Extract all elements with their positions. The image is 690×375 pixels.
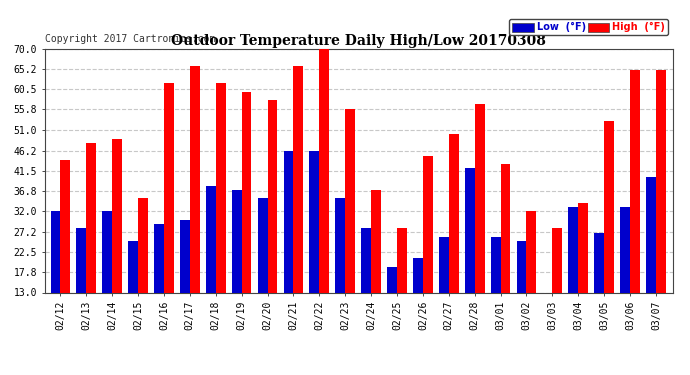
Bar (423, 156, 433, 292)
Bar (319, 49, 329, 292)
Bar (413, 258, 423, 292)
Legend: Low  (°F), High  (°F): Low (°F), High (°F) (509, 20, 668, 35)
Bar (604, 122, 614, 292)
Bar (397, 228, 407, 292)
Bar (138, 198, 148, 292)
Bar (475, 104, 484, 292)
Bar (112, 138, 122, 292)
Bar (620, 207, 630, 292)
Bar (335, 198, 345, 292)
Bar (268, 100, 277, 292)
Bar (491, 237, 500, 292)
Bar (61, 160, 70, 292)
Bar (594, 232, 604, 292)
Bar (257, 198, 268, 292)
Bar (293, 66, 304, 292)
Bar (50, 211, 61, 292)
Text: Copyright 2017 Cartronics.com: Copyright 2017 Cartronics.com (45, 34, 215, 44)
Bar (206, 186, 216, 292)
Bar (164, 83, 174, 292)
Bar (553, 228, 562, 292)
Bar (128, 241, 138, 292)
Bar (180, 220, 190, 292)
Bar (526, 211, 536, 292)
Bar (216, 83, 226, 292)
Bar (86, 143, 96, 292)
Bar (362, 228, 371, 292)
Bar (646, 177, 656, 292)
Bar (500, 164, 511, 292)
Bar (578, 203, 588, 292)
Title: Outdoor Temperature Daily High/Low 20170308: Outdoor Temperature Daily High/Low 20170… (171, 34, 546, 48)
Bar (387, 267, 397, 292)
Bar (154, 224, 164, 292)
Bar (284, 152, 293, 292)
Bar (517, 241, 526, 292)
Bar (569, 207, 578, 292)
Bar (630, 70, 640, 292)
Bar (439, 237, 449, 292)
Bar (190, 66, 199, 292)
Bar (241, 92, 251, 292)
Bar (77, 228, 86, 292)
Bar (102, 211, 112, 292)
Bar (345, 109, 355, 292)
Bar (465, 168, 475, 292)
Bar (371, 190, 381, 292)
Bar (310, 152, 319, 292)
Bar (656, 70, 666, 292)
Bar (448, 134, 459, 292)
Bar (232, 190, 241, 292)
